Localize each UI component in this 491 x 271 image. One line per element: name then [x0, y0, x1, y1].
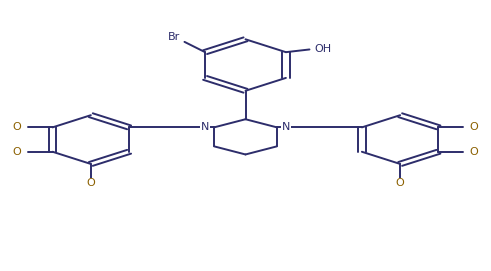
- Text: O: O: [469, 122, 478, 132]
- Text: O: O: [13, 122, 22, 132]
- Text: OH: OH: [314, 44, 331, 54]
- Text: O: O: [13, 147, 22, 157]
- Text: Br: Br: [168, 32, 180, 42]
- Text: O: O: [86, 179, 95, 188]
- Text: N: N: [281, 122, 290, 132]
- Text: O: O: [469, 147, 478, 157]
- Text: O: O: [396, 179, 405, 188]
- Text: N: N: [201, 122, 210, 132]
